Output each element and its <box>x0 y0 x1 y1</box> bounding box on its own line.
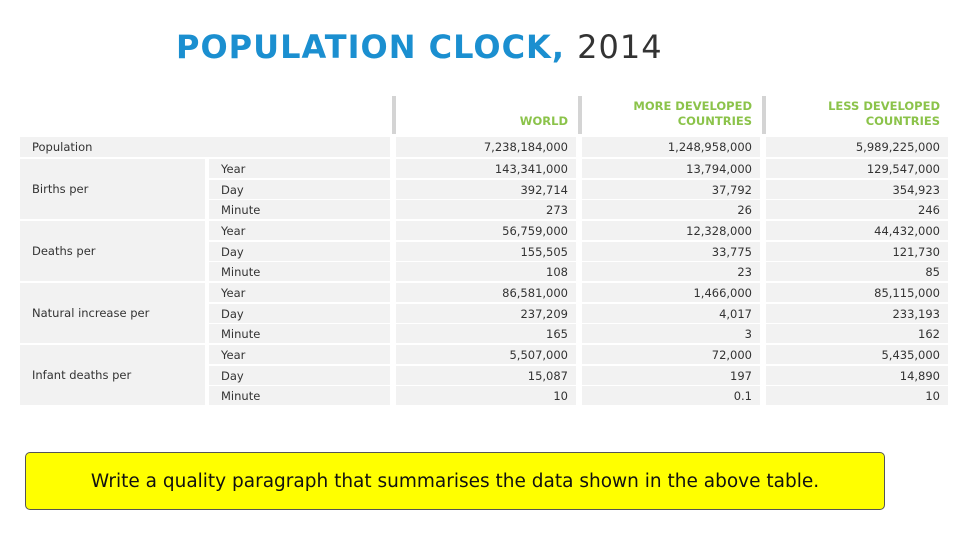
group-label: Deaths per <box>20 221 205 282</box>
row-less-value: 85,115,000 <box>766 283 948 302</box>
row-less-value: 14,890 <box>766 366 948 385</box>
group-label: Natural increase per <box>20 283 205 344</box>
row-more-value: 1,466,000 <box>582 283 760 302</box>
row-unit: Day <box>209 366 390 385</box>
row-less-value: 129,547,000 <box>766 159 948 178</box>
row-less-value: 162 <box>766 324 948 343</box>
header-world-line-1: WORLD <box>519 114 568 128</box>
population-less: 5,989,225,000 <box>766 137 948 157</box>
header-less-line-2: COUNTRIES <box>865 114 940 128</box>
population-label: Population <box>20 137 390 157</box>
title-year: 2014 <box>577 28 663 66</box>
row-world-value: 108 <box>396 262 576 281</box>
row-world-value: 15,087 <box>396 366 576 385</box>
row-unit: Day <box>209 242 390 261</box>
row-more-value: 23 <box>582 262 760 281</box>
row-unit: Minute <box>209 262 390 281</box>
header-more-line-2: COUNTRIES <box>677 114 752 128</box>
row-unit: Day <box>209 304 390 323</box>
group-label: Births per <box>20 159 205 220</box>
population-more: 1,248,958,000 <box>582 137 760 157</box>
row-world-value: 86,581,000 <box>396 283 576 302</box>
row-world-value: 10 <box>396 386 576 405</box>
row-less-value: 44,432,000 <box>766 221 948 240</box>
row-world-value: 56,759,000 <box>396 221 576 240</box>
header-less-developed: LESS DEVELOPED COUNTRIES <box>762 96 948 134</box>
row-unit: Day <box>209 180 390 199</box>
row-world-value: 392,714 <box>396 180 576 199</box>
row-unit: Year <box>209 221 390 240</box>
row-less-value: 233,193 <box>766 304 948 323</box>
row-world-value: 237,209 <box>396 304 576 323</box>
row-less-value: 85 <box>766 262 948 281</box>
page-title: POPULATION CLOCK, 2014 <box>176 28 663 66</box>
row-less-value: 246 <box>766 200 948 219</box>
header-more-developed: MORE DEVELOPED COUNTRIES <box>578 96 760 134</box>
header-less-line-1: LESS DEVELOPED <box>828 99 940 113</box>
row-more-value: 72,000 <box>582 345 760 364</box>
row-world-value: 273 <box>396 200 576 219</box>
row-more-value: 3 <box>582 324 760 343</box>
row-more-value: 197 <box>582 366 760 385</box>
row-world-value: 5,507,000 <box>396 345 576 364</box>
row-unit: Minute <box>209 200 390 219</box>
row-unit: Year <box>209 159 390 178</box>
row-more-value: 12,328,000 <box>582 221 760 240</box>
row-less-value: 5,435,000 <box>766 345 948 364</box>
group-label: Infant deaths per <box>20 345 205 406</box>
row-world-value: 155,505 <box>396 242 576 261</box>
row-more-value: 33,775 <box>582 242 760 261</box>
row-more-value: 26 <box>582 200 760 219</box>
row-world-value: 143,341,000 <box>396 159 576 178</box>
row-world-value: 165 <box>396 324 576 343</box>
row-less-value: 354,923 <box>766 180 948 199</box>
task-prompt-box: Write a quality paragraph that summarise… <box>25 452 885 510</box>
row-unit: Minute <box>209 324 390 343</box>
header-world: WORLD <box>392 96 576 134</box>
population-world: 7,238,184,000 <box>396 137 576 157</box>
row-less-value: 121,730 <box>766 242 948 261</box>
row-unit: Year <box>209 283 390 302</box>
title-main: POPULATION CLOCK, <box>176 28 565 66</box>
row-less-value: 10 <box>766 386 948 405</box>
row-unit: Minute <box>209 386 390 405</box>
row-more-value: 0.1 <box>582 386 760 405</box>
row-more-value: 13,794,000 <box>582 159 760 178</box>
header-more-line-1: MORE DEVELOPED <box>633 99 752 113</box>
row-more-value: 4,017 <box>582 304 760 323</box>
task-prompt-text: Write a quality paragraph that summarise… <box>90 470 820 492</box>
row-more-value: 37,792 <box>582 180 760 199</box>
row-unit: Year <box>209 345 390 364</box>
